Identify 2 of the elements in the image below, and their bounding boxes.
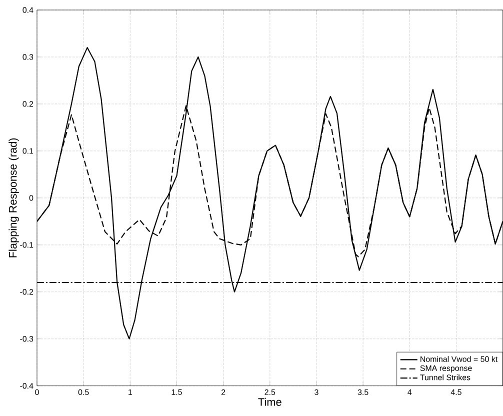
x-axis-title: Time — [258, 398, 282, 406]
y-axis-title: Flapping Response (rad) — [8, 138, 19, 258]
